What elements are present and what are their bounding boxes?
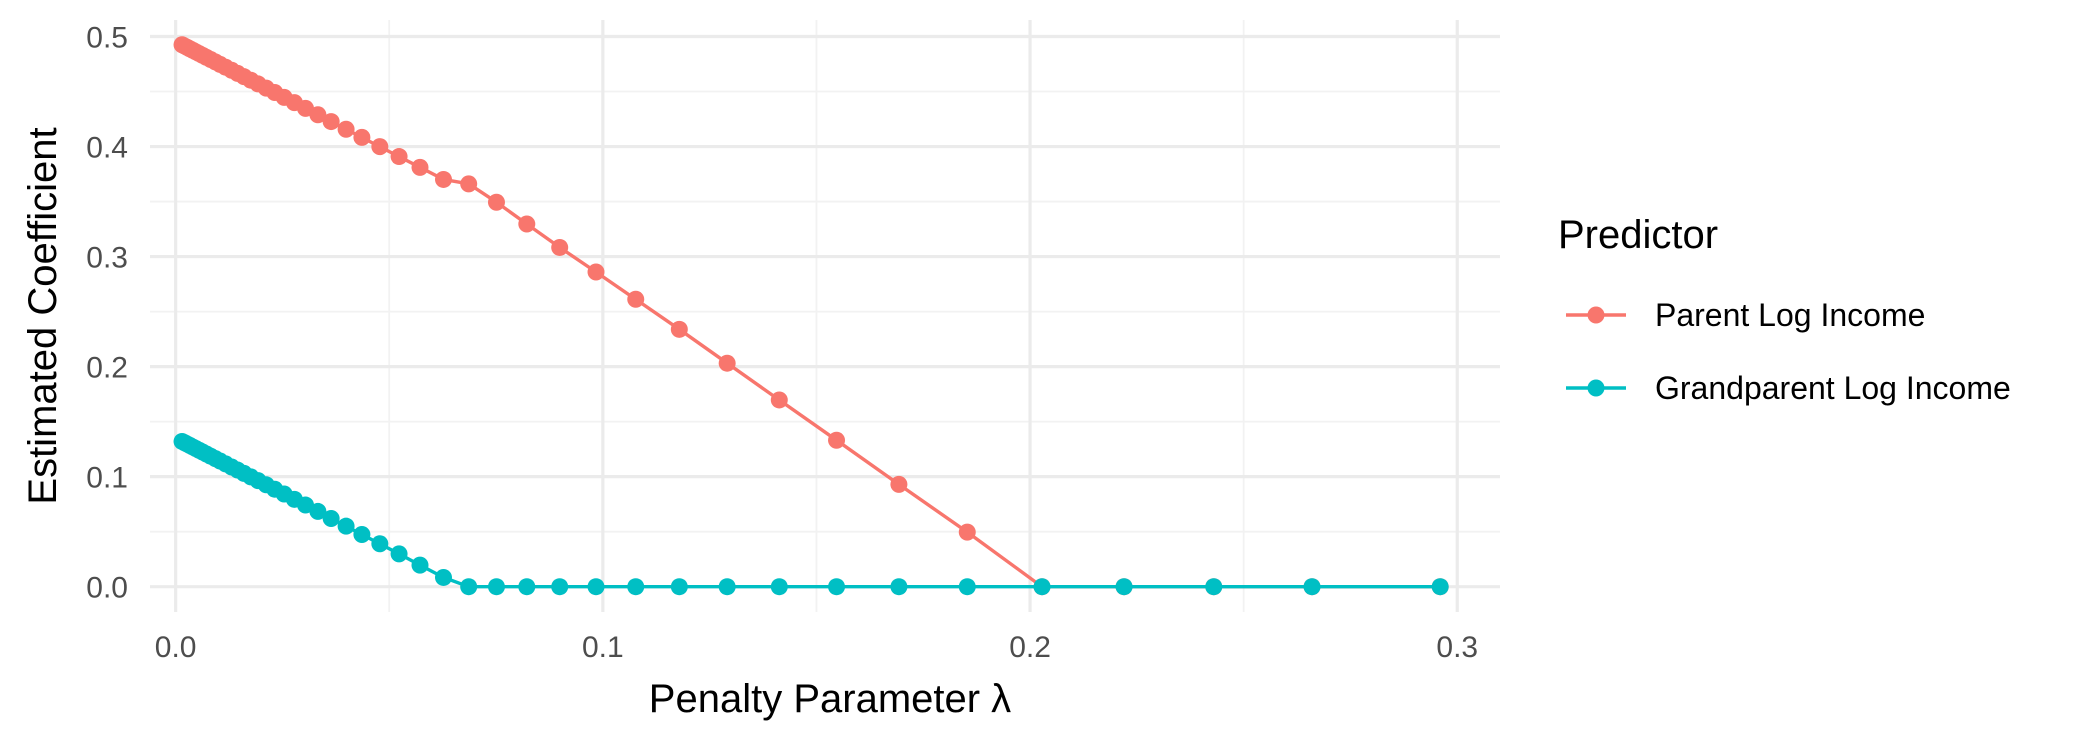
series-line bbox=[181, 43, 1441, 589]
legend-label: Grandparent Log Income bbox=[1655, 370, 2011, 406]
data-point bbox=[460, 578, 478, 596]
data-point bbox=[718, 354, 736, 372]
data-point bbox=[828, 431, 846, 449]
data-point bbox=[890, 578, 908, 596]
data-point bbox=[460, 175, 478, 193]
y-tick-label: 0.5 bbox=[86, 22, 128, 55]
y-tick-label: 0.0 bbox=[86, 572, 128, 605]
data-point bbox=[770, 391, 788, 409]
data-point bbox=[353, 128, 371, 146]
axes: 0.0 0.1 0.2 0.3 0.0 0.1 0.2 0.3 0.4 0.5 bbox=[86, 22, 1478, 664]
data-point bbox=[1431, 578, 1449, 596]
data-point bbox=[551, 238, 569, 256]
data-point bbox=[411, 556, 429, 574]
data-point bbox=[371, 138, 389, 156]
legend-items: Parent Log Income Grandparent Log Income bbox=[1566, 297, 2011, 406]
data-point bbox=[718, 578, 736, 596]
legend-item: Parent Log Income bbox=[1566, 297, 1925, 333]
series-grandparent-log-income bbox=[173, 432, 1449, 596]
data-point bbox=[587, 578, 605, 596]
data-point bbox=[627, 578, 645, 596]
data-point bbox=[627, 290, 645, 308]
legend-label: Parent Log Income bbox=[1655, 297, 1925, 333]
data-point bbox=[670, 578, 688, 596]
legend-point-key bbox=[1587, 306, 1605, 324]
y-tick-label: 0.3 bbox=[86, 242, 128, 275]
x-tick-label: 0.1 bbox=[582, 631, 624, 664]
data-point bbox=[322, 509, 340, 527]
data-point bbox=[518, 578, 536, 596]
data-point bbox=[434, 170, 452, 188]
series-line bbox=[181, 439, 1441, 589]
data-point bbox=[587, 263, 605, 281]
data-point bbox=[828, 578, 846, 596]
data-point bbox=[353, 526, 371, 544]
data-point bbox=[337, 120, 355, 138]
legend-point-key bbox=[1587, 379, 1605, 397]
data-point bbox=[487, 578, 505, 596]
data-point bbox=[322, 113, 340, 131]
data-point bbox=[337, 517, 355, 535]
data-point bbox=[1303, 578, 1321, 596]
data-point bbox=[309, 502, 327, 520]
data-point bbox=[390, 545, 408, 563]
data-point bbox=[309, 106, 327, 124]
y-tick-label: 0.4 bbox=[86, 132, 128, 165]
data-point bbox=[390, 148, 408, 166]
x-tick-label: 0.2 bbox=[1009, 631, 1051, 664]
data-point bbox=[518, 215, 536, 233]
y-axis-title: Estimated Coefficient bbox=[21, 127, 65, 504]
x-tick-label: 0.3 bbox=[1436, 631, 1478, 664]
data-point bbox=[434, 568, 452, 586]
data-point bbox=[958, 523, 976, 541]
series-parent-log-income bbox=[173, 36, 1449, 596]
x-axis-title: Penalty Parameter λ bbox=[649, 677, 1011, 721]
data-point bbox=[1115, 578, 1133, 596]
data-point bbox=[1033, 578, 1051, 596]
y-tick-label: 0.2 bbox=[86, 352, 128, 385]
legend: Predictor Parent Log Income Grandparent L… bbox=[1558, 213, 2011, 406]
x-tick-label: 0.0 bbox=[155, 631, 197, 664]
data-point bbox=[890, 475, 908, 493]
data-point bbox=[770, 578, 788, 596]
data-point bbox=[411, 158, 429, 176]
legend-item: Grandparent Log Income bbox=[1566, 370, 2011, 406]
data-point bbox=[1205, 578, 1223, 596]
data-point bbox=[487, 193, 505, 211]
data-point bbox=[958, 578, 976, 596]
y-tick-label: 0.1 bbox=[86, 462, 128, 495]
data-point bbox=[551, 578, 569, 596]
data-point bbox=[371, 535, 389, 553]
series-layer bbox=[173, 36, 1449, 596]
legend-title: Predictor bbox=[1558, 213, 1718, 257]
data-point bbox=[670, 320, 688, 338]
